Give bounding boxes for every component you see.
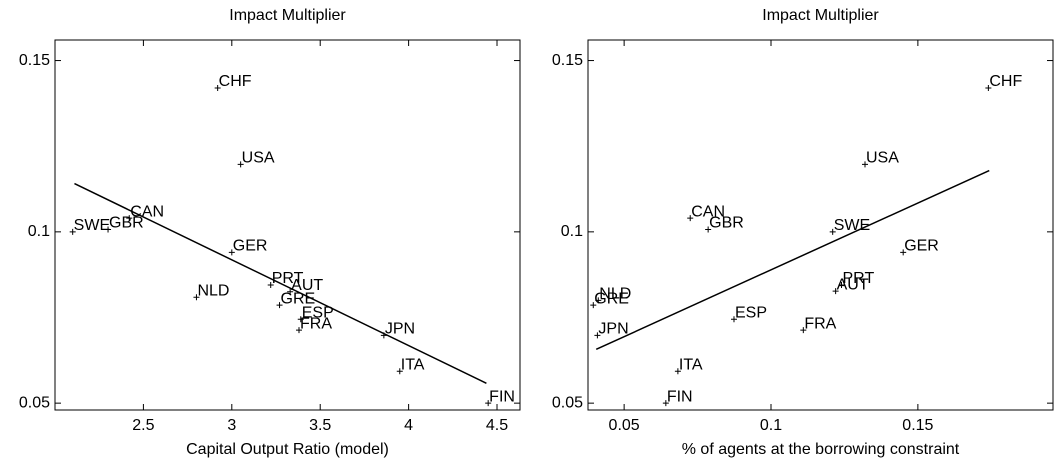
point-label: GBR <box>709 215 744 232</box>
point-label: NLD <box>599 286 631 303</box>
x-tick-label: 0.1 <box>760 417 782 434</box>
point-label: GRE <box>281 290 316 307</box>
point-marker <box>829 228 836 235</box>
point-marker <box>228 249 235 256</box>
point-label: GER <box>233 238 268 255</box>
plot-frame <box>587 39 1054 411</box>
point-label: GRE <box>594 290 629 307</box>
x-axis-label: Capital Output Ratio (model) <box>186 441 389 458</box>
point-marker <box>380 332 387 339</box>
x-tick-label: 0.15 <box>902 417 933 434</box>
point-label: GER <box>904 238 939 255</box>
point-label: ITA <box>679 357 703 374</box>
y-tick-label: 0.1 <box>561 223 583 240</box>
point-marker <box>590 302 597 309</box>
point-marker <box>674 368 681 375</box>
point-marker <box>594 332 601 339</box>
point-label: CHF <box>219 73 252 90</box>
point-label: JPN <box>385 321 415 338</box>
point-label: PRT <box>843 270 875 287</box>
x-tick-label: 0.05 <box>609 417 640 434</box>
point-marker <box>295 327 302 334</box>
point-marker <box>687 215 694 222</box>
fit-line <box>595 169 990 351</box>
point-marker <box>800 327 807 334</box>
point-label: NLD <box>197 283 229 300</box>
point-marker <box>832 288 839 295</box>
point-label: JPN <box>598 321 628 338</box>
x-tick-label: 4.5 <box>486 417 508 434</box>
x-tick-label: 4 <box>404 417 413 434</box>
point-marker <box>126 215 133 222</box>
point-marker <box>662 400 669 407</box>
point-label: ESP <box>302 304 334 321</box>
point-marker <box>730 316 737 323</box>
point-label: FIN <box>667 388 693 405</box>
x-tick-label: 2.5 <box>132 417 154 434</box>
point-label: CHF <box>989 73 1022 90</box>
point-marker <box>69 228 76 235</box>
point-marker <box>276 302 283 309</box>
point-label: AUT <box>291 277 323 294</box>
x-tick-label: 3 <box>227 417 236 434</box>
point-marker <box>105 226 112 233</box>
y-tick-label: 0.15 <box>552 52 583 69</box>
point-label: ESP <box>735 304 767 321</box>
point-marker <box>900 249 907 256</box>
point-label: CAN <box>691 203 725 220</box>
point-label: FRA <box>804 315 836 332</box>
point-marker <box>193 294 200 301</box>
point-label: PRT <box>272 270 304 287</box>
point-marker <box>267 281 274 288</box>
point-marker <box>214 84 221 91</box>
point-label: CAN <box>130 203 164 220</box>
point-label: SWE <box>74 217 110 234</box>
point-label: FIN <box>489 388 515 405</box>
point-marker <box>705 226 712 233</box>
chart-title: Impact Multiplier <box>229 7 346 24</box>
point-marker <box>595 297 602 304</box>
y-tick-label: 0.1 <box>28 223 50 240</box>
point-marker <box>396 368 403 375</box>
point-marker <box>297 316 304 323</box>
point-label: USA <box>242 150 275 167</box>
x-tick-label: 3.5 <box>309 417 331 434</box>
point-marker <box>485 400 492 407</box>
point-label: USA <box>866 150 899 167</box>
point-label: GBR <box>109 215 144 232</box>
y-tick-label: 0.05 <box>19 394 50 411</box>
point-marker <box>237 161 244 168</box>
point-marker <box>838 281 845 288</box>
point-label: AUT <box>837 276 869 293</box>
point-marker <box>287 288 294 295</box>
point-label: FRA <box>300 315 332 332</box>
point-marker <box>862 161 869 168</box>
fit-line <box>74 182 487 384</box>
point-marker <box>985 84 992 91</box>
y-tick-label: 0.05 <box>552 394 583 411</box>
x-axis-label: % of agents at the borrowing constraint <box>682 441 960 458</box>
point-label: ITA <box>401 357 425 374</box>
point-label: SWE <box>834 217 870 234</box>
plot-frame <box>54 39 521 411</box>
y-tick-label: 0.15 <box>19 52 50 69</box>
chart-title: Impact Multiplier <box>762 7 879 24</box>
